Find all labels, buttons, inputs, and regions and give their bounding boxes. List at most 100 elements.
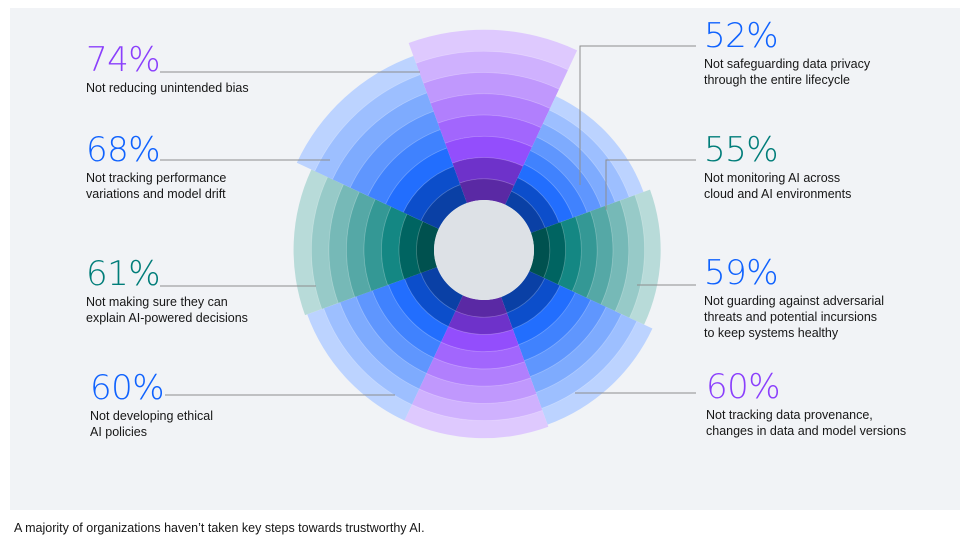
sector-band bbox=[437, 114, 542, 147]
stat-data-provenance: 60% Not tracking data provenance, changes… bbox=[706, 369, 906, 439]
sector-band bbox=[355, 290, 434, 374]
sector-band bbox=[363, 199, 392, 292]
band-separator bbox=[542, 123, 616, 203]
stat-explain-decisions: 61% Not making sure they can explain AI-p… bbox=[86, 256, 248, 326]
band-separator bbox=[512, 285, 561, 330]
band-separator bbox=[600, 205, 614, 305]
sector-band bbox=[440, 326, 519, 352]
band-separator bbox=[355, 296, 427, 374]
sector-band bbox=[459, 178, 515, 205]
stat-monitoring: 55% Not monitoring AI across cloud and AI… bbox=[704, 132, 851, 202]
band-separator bbox=[586, 211, 598, 298]
stat-value: 60% bbox=[706, 367, 781, 407]
sector-band bbox=[455, 295, 508, 318]
stat-value: 68% bbox=[86, 130, 161, 170]
sector-band bbox=[600, 200, 630, 312]
sector-band bbox=[408, 29, 578, 70]
band-separator bbox=[411, 404, 543, 421]
sector-band bbox=[615, 194, 645, 318]
stat-description: Not reducing unintended bias bbox=[86, 81, 249, 95]
sector-0 bbox=[408, 29, 578, 205]
leader-line bbox=[579, 45, 696, 185]
band-separator bbox=[530, 150, 588, 213]
band-separator bbox=[459, 178, 515, 186]
sector-band bbox=[549, 96, 644, 198]
sector-band bbox=[323, 302, 420, 405]
sector-band bbox=[426, 357, 531, 387]
stat-value: 55% bbox=[704, 130, 779, 170]
band-separator bbox=[416, 221, 424, 274]
sector-band bbox=[543, 109, 630, 203]
sector-band bbox=[530, 306, 622, 393]
sector-band bbox=[505, 190, 546, 233]
sector-5 bbox=[307, 267, 463, 421]
sector-band bbox=[430, 93, 551, 128]
sector-band bbox=[518, 292, 592, 361]
sector-3 bbox=[501, 271, 653, 425]
band-separator bbox=[363, 199, 376, 292]
stat-ethical-policies: 60% Not developing ethical AI policies bbox=[90, 370, 213, 440]
band-separator bbox=[433, 357, 525, 370]
band-separator bbox=[511, 190, 546, 228]
sector-band bbox=[419, 373, 537, 404]
band-separator bbox=[314, 74, 421, 172]
sector-band bbox=[629, 189, 661, 325]
stat-description: Not making sure they can explain AI-power… bbox=[86, 295, 248, 325]
chart-caption: A majority of organizations haven’t take… bbox=[14, 521, 425, 535]
sector-band bbox=[511, 177, 560, 228]
band-separator bbox=[415, 50, 569, 71]
band-separator bbox=[332, 92, 427, 180]
sector-band bbox=[311, 176, 344, 310]
stat-model-drift: 68% Not tracking performance variations a… bbox=[86, 132, 226, 202]
sector-band bbox=[411, 389, 543, 421]
band-separator bbox=[367, 129, 441, 197]
sector-band bbox=[433, 342, 525, 370]
band-separator bbox=[381, 206, 392, 286]
band-separator bbox=[518, 292, 576, 346]
sector-band bbox=[448, 310, 513, 335]
stat-description: Not tracking data provenance, changes in … bbox=[706, 408, 907, 438]
band-separator bbox=[523, 163, 574, 218]
sector-band bbox=[536, 123, 616, 208]
stat-unintended-bias: 74% Not reducing unintended bias bbox=[86, 42, 249, 96]
stat-description: Not safeguarding data privacy through the… bbox=[704, 57, 871, 87]
leader-line bbox=[605, 159, 696, 210]
stat-value: 60% bbox=[90, 368, 165, 408]
sector-band bbox=[557, 216, 582, 292]
sector-band bbox=[530, 136, 602, 213]
sector-band bbox=[403, 166, 461, 221]
band-separator bbox=[549, 109, 630, 198]
sector-band bbox=[501, 271, 545, 314]
stat-description: Not tracking performance variations and m… bbox=[86, 171, 227, 201]
band-separator bbox=[404, 278, 449, 327]
band-separator bbox=[430, 93, 551, 109]
sector-band bbox=[339, 296, 427, 390]
sector-1 bbox=[505, 96, 644, 233]
sector-4 bbox=[404, 295, 549, 439]
band-separator bbox=[557, 221, 566, 285]
sector-band bbox=[444, 135, 533, 167]
band-separator bbox=[452, 157, 524, 167]
sector-band bbox=[385, 147, 454, 213]
band-separator bbox=[437, 114, 542, 129]
sector-band bbox=[367, 129, 447, 205]
stat-description: Not monitoring AI across cloud and AI env… bbox=[704, 171, 852, 201]
sector-band bbox=[307, 308, 412, 421]
band-separator bbox=[444, 135, 533, 148]
sector-7 bbox=[296, 55, 467, 229]
center-hole bbox=[434, 200, 534, 300]
sector-band bbox=[452, 157, 524, 186]
band-separator bbox=[420, 272, 456, 312]
band-separator bbox=[524, 299, 592, 362]
sector-band bbox=[404, 272, 456, 327]
band-separator bbox=[328, 184, 344, 304]
sector-band bbox=[506, 278, 561, 330]
sector-band bbox=[541, 321, 653, 425]
band-separator bbox=[455, 310, 508, 318]
sector-band bbox=[314, 74, 427, 180]
band-separator bbox=[420, 184, 461, 221]
band-separator bbox=[423, 72, 560, 90]
sector-band bbox=[517, 163, 574, 223]
stat-value: 61% bbox=[86, 254, 161, 294]
